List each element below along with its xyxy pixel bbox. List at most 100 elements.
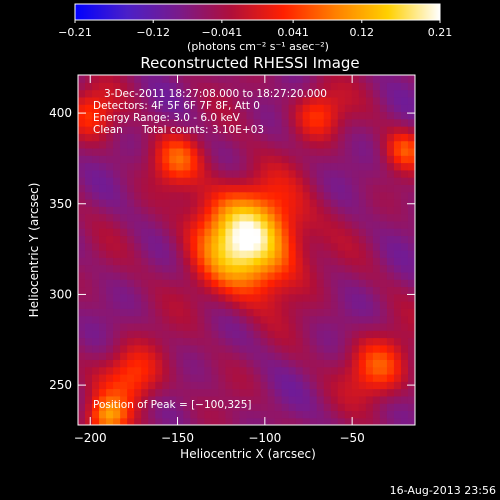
heatmap-cell <box>330 395 339 404</box>
heatmap-cell <box>351 403 360 412</box>
heatmap-cell <box>211 286 220 295</box>
heatmap-cell <box>246 169 255 178</box>
heatmap-cell <box>239 352 248 360</box>
heatmap-cell <box>92 352 100 360</box>
heatmap-cell <box>267 315 276 324</box>
heatmap-cell <box>365 352 374 360</box>
heatmap-cell <box>337 322 346 331</box>
heatmap-cell <box>99 257 107 266</box>
heatmap-cell <box>141 220 149 229</box>
heatmap-cell <box>372 337 381 346</box>
heatmap-cell <box>127 162 135 171</box>
heatmap-cell <box>351 279 360 288</box>
colorbar-strip <box>74 3 441 21</box>
heatmap-cell <box>246 213 255 222</box>
heatmap-cell <box>176 250 184 258</box>
heatmap-cell <box>183 388 191 397</box>
heatmap-cell <box>120 271 128 280</box>
heatmap-cell <box>148 381 156 390</box>
heatmap-cell <box>386 169 395 178</box>
heatmap-cell <box>218 155 227 164</box>
heatmap-cell <box>225 337 234 346</box>
heatmap-cell <box>225 133 234 142</box>
heatmap-cell <box>120 133 128 142</box>
heatmap-cell <box>323 250 332 258</box>
heatmap-cell <box>407 257 415 266</box>
heatmap-cell <box>246 403 255 412</box>
heatmap-cell <box>386 191 395 200</box>
heatmap-cell <box>169 301 177 309</box>
heatmap-cell <box>113 198 121 207</box>
heatmap-cell <box>162 250 170 258</box>
heatmap-cell <box>169 352 177 360</box>
heatmap-cell <box>260 286 269 295</box>
heatmap-cell <box>85 279 93 288</box>
heatmap-cell <box>120 373 128 382</box>
heatmap-cell <box>232 126 241 134</box>
heatmap-cell <box>106 293 114 302</box>
heatmap-cell <box>162 140 170 149</box>
heatmap-cell <box>127 337 135 346</box>
heatmap-cell <box>288 337 297 346</box>
heatmap-cell <box>225 315 234 324</box>
heatmap-cell <box>85 228 93 237</box>
heatmap-cell <box>239 147 248 156</box>
heatmap-cell <box>302 352 311 360</box>
heatmap-cell <box>316 96 325 105</box>
heatmap-cell <box>246 359 255 368</box>
heatmap-cell <box>267 206 276 215</box>
heatmap-cell <box>400 330 409 339</box>
heatmap-cell <box>113 118 121 127</box>
heatmap-cell <box>330 118 339 127</box>
heatmap-cell <box>344 126 353 134</box>
heatmap-cell <box>344 322 353 331</box>
heatmap-cell <box>218 308 227 317</box>
heatmap-cell <box>400 89 409 98</box>
heatmap-cell <box>337 308 346 317</box>
heatmap-cell <box>400 228 409 237</box>
heatmap-cell <box>169 75 177 83</box>
heatmap-cell <box>148 315 156 324</box>
heatmap-cell <box>302 403 311 412</box>
heatmap-cell <box>106 89 114 98</box>
heatmap-cell <box>253 315 262 324</box>
heatmap-cell <box>92 191 100 200</box>
heatmap-cell <box>351 206 360 215</box>
heatmap-cell <box>232 213 241 222</box>
heatmap-cell <box>197 279 205 288</box>
heatmap-cell <box>225 250 234 258</box>
heatmap-cell <box>309 322 318 331</box>
heatmap-cell <box>337 417 346 425</box>
heatmap-cell <box>162 381 170 390</box>
heatmap-cell <box>85 293 93 302</box>
heatmap-cell <box>141 410 149 419</box>
colorbar-tick-label: −0.041 <box>202 26 243 39</box>
heatmap-cell <box>218 410 227 419</box>
heatmap-cell <box>176 388 184 397</box>
heatmap-cell <box>204 315 212 324</box>
heatmap-cell <box>204 388 212 397</box>
heatmap-cell <box>386 315 395 324</box>
heatmap-cell <box>148 388 156 397</box>
heatmap-cell <box>246 286 255 295</box>
heatmap-cell <box>169 330 177 339</box>
heatmap-cell <box>365 279 374 288</box>
heatmap-cell <box>246 177 255 185</box>
heatmap-cell <box>407 184 415 193</box>
heatmap-cell <box>295 293 304 302</box>
heatmap-cell <box>190 286 198 295</box>
heatmap-cell <box>155 191 163 200</box>
heatmap-cell <box>309 82 318 91</box>
heatmap-cell <box>190 330 198 339</box>
heatmap-cell <box>274 213 283 222</box>
heatmap-cell <box>78 286 86 295</box>
heatmap-cell <box>197 417 205 425</box>
heatmap-cell <box>239 388 248 397</box>
heatmap-cell <box>323 147 332 156</box>
heatmap-cell <box>106 184 114 193</box>
heatmap-cell <box>176 213 184 222</box>
heatmap-cell <box>85 271 93 280</box>
heatmap-cell <box>92 250 100 258</box>
heatmap-cell <box>337 111 346 120</box>
heatmap-cell <box>99 213 107 222</box>
